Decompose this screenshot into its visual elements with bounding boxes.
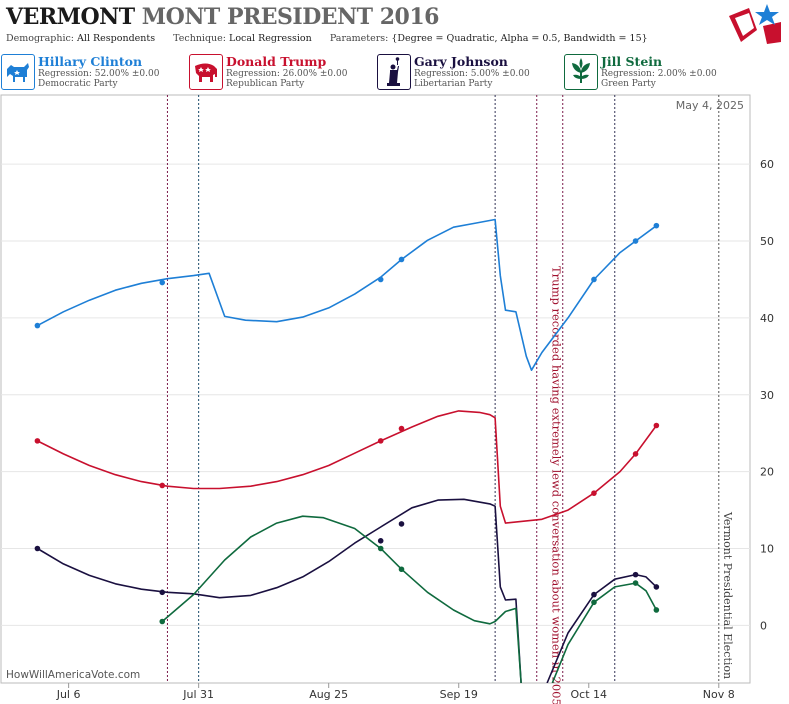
y-tick-label: 40 — [760, 312, 774, 325]
legend-regression: Regression: 5.00% ±0.00 — [414, 69, 530, 79]
legend-name: Jill Stein — [601, 54, 663, 69]
x-tick-label: Oct 14 — [570, 688, 607, 701]
series-line-jill-stein — [161, 515, 522, 683]
series-point-donald-trump — [653, 422, 660, 429]
x-tick-label: Nov 8 — [703, 688, 735, 701]
series-point-hillary-clinton — [159, 279, 166, 286]
y-tick-label: 10 — [760, 542, 774, 555]
series-line-donald-trump — [37, 410, 658, 524]
legend: Hillary Clinton Regression: 52.00% ±0.00… — [0, 53, 789, 93]
series-point-jill-stein — [632, 580, 639, 586]
series-point-hillary-clinton — [591, 276, 597, 283]
series-point-hillary-clinton — [653, 222, 660, 229]
x-tick-label: Sep 19 — [440, 688, 478, 701]
y-tick-label: 50 — [760, 235, 774, 248]
page-title: VERMONT MONT PRESIDENT 2016 — [6, 4, 439, 30]
y-tick-label: 30 — [760, 389, 774, 402]
star-logo-icon — [729, 4, 781, 44]
series-point-gary-johnson — [377, 538, 384, 544]
y-tick-label: 60 — [760, 158, 774, 171]
y-tick-label: 20 — [760, 466, 774, 479]
title-rest: MONT PRESIDENT 2016 — [141, 4, 440, 30]
legend-party: Republican Party — [226, 79, 305, 89]
legend-party: Green Party — [601, 79, 656, 89]
y-tick-label: 0 — [760, 619, 767, 632]
series-point-jill-stein — [159, 618, 166, 625]
demographic-label: Demographic: — [6, 33, 75, 44]
demographic-value: All Respondents — [77, 33, 156, 44]
series-point-hillary-clinton — [377, 276, 384, 283]
x-tick-label: Aug 25 — [309, 688, 348, 701]
leaf-icon — [564, 54, 598, 90]
series-point-gary-johnson — [591, 591, 597, 598]
technique-label: Technique: — [173, 33, 226, 44]
series-point-gary-johnson — [398, 521, 405, 527]
series-line-gary-johnson — [36, 498, 522, 683]
series-point-hillary-clinton — [632, 238, 639, 244]
legend-name: Donald Trump — [226, 54, 327, 69]
parameters-label: Parameters: — [329, 33, 389, 44]
parameters-value: {Degree = Quadratic, Alpha = 0.5, Bandwi… — [391, 33, 648, 44]
series-point-donald-trump — [34, 438, 41, 444]
series-point-gary-johnson — [632, 571, 639, 578]
series-point-donald-trump — [632, 451, 639, 457]
x-tick-label: Jul 31 — [182, 688, 214, 701]
annotation-lewd-conversation: Trump recorded having extremely lewd con… — [549, 266, 563, 704]
donkey-icon — [1, 54, 35, 90]
legend-regression: Regression: 2.00% ±0.00 — [601, 69, 717, 79]
legend-item-johnson: Gary Johnson Regression: 5.00% ±0.00 Lib… — [376, 53, 562, 91]
series-line-jill-stein-late — [551, 582, 658, 683]
statue-of-liberty-icon — [377, 54, 411, 90]
series-point-gary-johnson — [34, 545, 41, 552]
legend-item-trump: Donald Trump Regression: 26.00% ±0.00 Re… — [188, 53, 374, 91]
series-point-jill-stein — [398, 566, 405, 573]
legend-party: Democratic Party — [38, 79, 118, 89]
legend-regression: Regression: 26.00% ±0.00 — [226, 69, 348, 79]
series-point-donald-trump — [377, 438, 384, 444]
series-point-donald-trump — [591, 490, 597, 496]
x-tick-label: Jul 6 — [56, 688, 81, 701]
series-point-jill-stein — [653, 607, 660, 613]
plot-frame — [0, 94, 751, 684]
legend-name: Hillary Clinton — [38, 54, 143, 69]
series-point-jill-stein — [377, 545, 384, 552]
series-point-gary-johnson — [159, 589, 166, 596]
legend-party: Libertarian Party — [414, 79, 493, 89]
technique-value: Local Regression — [229, 33, 312, 44]
series-point-donald-trump — [159, 482, 166, 489]
date-label: May 4, 2025 — [676, 99, 744, 112]
legend-name: Gary Johnson — [414, 54, 508, 69]
legend-item-clinton: Hillary Clinton Regression: 52.00% ±0.00… — [0, 53, 186, 91]
series-point-gary-johnson — [653, 584, 660, 590]
series-line-gary-johnson-late — [546, 573, 657, 683]
title-state: VERMONT — [6, 4, 135, 30]
series-point-jill-stein — [591, 599, 597, 606]
legend-item-stein: Jill Stein Regression: 2.00% ±0.00 Green… — [563, 53, 749, 91]
header: VERMONT MONT PRESIDENT 2016 Demographic:… — [0, 0, 789, 52]
series-point-hillary-clinton — [398, 256, 405, 263]
legend-regression: Regression: 52.00% ±0.00 — [38, 69, 160, 79]
parameters-line: Demographic: All Respondents Technique: … — [6, 33, 648, 44]
series-point-donald-trump — [398, 425, 405, 432]
chart: 0 10 20 30 40 50 60 Jul 6 Jul 31 Aug 25 Sep 19 Oct … — [0, 94, 774, 704]
annotation-election: Vermont Presidential Election — [721, 511, 734, 679]
series-point-hillary-clinton — [34, 322, 41, 329]
watermark: HowWillAmericaVote.com — [6, 669, 141, 681]
elephant-icon — [189, 54, 223, 90]
